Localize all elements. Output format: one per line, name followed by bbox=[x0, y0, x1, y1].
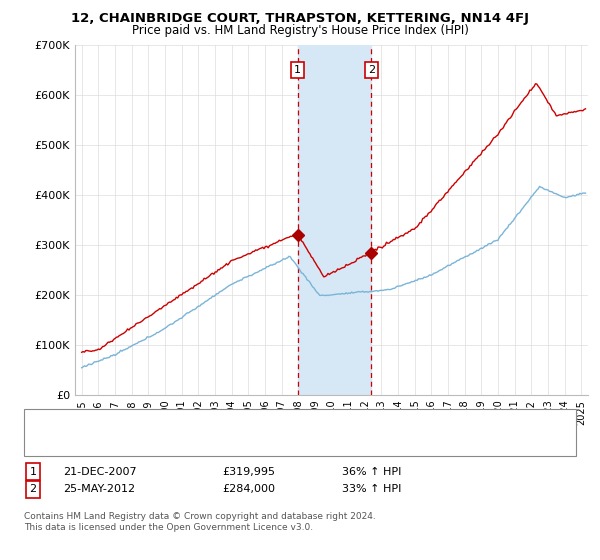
Text: Contains HM Land Registry data © Crown copyright and database right 2024.
This d: Contains HM Land Registry data © Crown c… bbox=[24, 512, 376, 532]
Text: 36% ↑ HPI: 36% ↑ HPI bbox=[342, 466, 401, 477]
Text: 12, CHAINBRIDGE COURT, THRAPSTON, KETTERING, NN14 4FJ: 12, CHAINBRIDGE COURT, THRAPSTON, KETTER… bbox=[71, 12, 529, 25]
Text: 2: 2 bbox=[29, 484, 37, 494]
Text: Price paid vs. HM Land Registry's House Price Index (HPI): Price paid vs. HM Land Registry's House … bbox=[131, 24, 469, 36]
Text: 12, CHAINBRIDGE COURT, THRAPSTON, KETTERING, NN14 4FJ (detached house): 12, CHAINBRIDGE COURT, THRAPSTON, KETTER… bbox=[75, 427, 466, 437]
Text: £319,995: £319,995 bbox=[222, 466, 275, 477]
Bar bbox=[298, 45, 371, 395]
Text: 21-DEC-2007: 21-DEC-2007 bbox=[63, 466, 137, 477]
Text: 33% ↑ HPI: 33% ↑ HPI bbox=[342, 484, 401, 494]
Text: HPI: Average price, detached house, North Northamptonshire: HPI: Average price, detached house, Nort… bbox=[75, 441, 376, 451]
Text: 25-MAY-2012: 25-MAY-2012 bbox=[63, 484, 135, 494]
Text: 1: 1 bbox=[294, 65, 301, 75]
Text: £284,000: £284,000 bbox=[222, 484, 275, 494]
Text: 2: 2 bbox=[368, 65, 375, 75]
Text: 1: 1 bbox=[29, 466, 37, 477]
